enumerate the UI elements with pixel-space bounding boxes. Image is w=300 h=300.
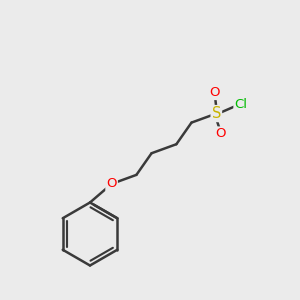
Text: O: O [216,128,226,140]
Text: O: O [106,177,117,190]
Text: S: S [212,106,221,121]
Text: O: O [210,86,220,99]
Text: Cl: Cl [234,98,248,111]
